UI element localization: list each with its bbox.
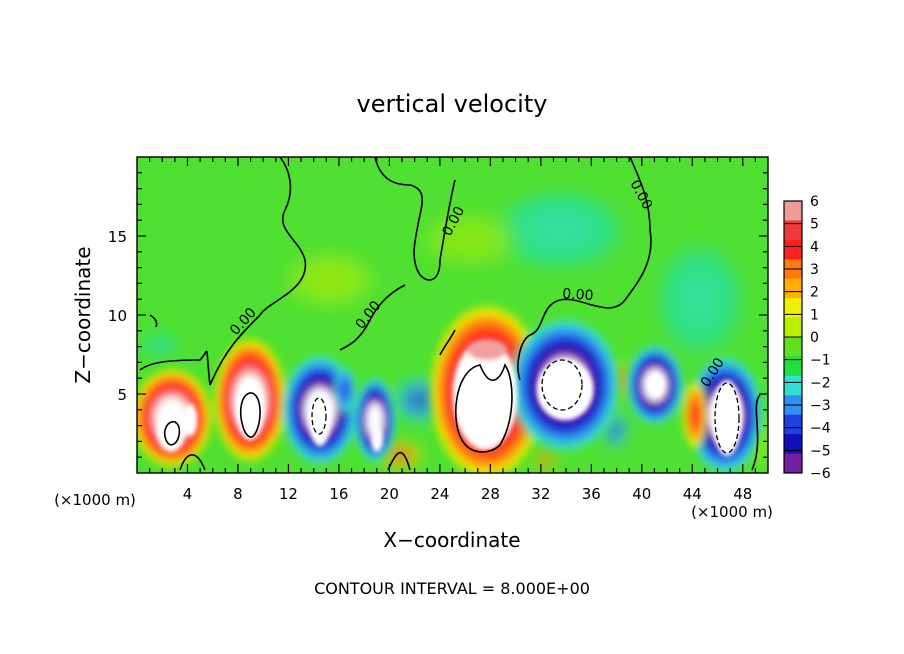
updraft-contour-x27	[455, 363, 513, 453]
velocity-cells	[137, 300, 765, 473]
colorbar-swatch	[784, 317, 802, 338]
colorbar-swatch	[784, 356, 802, 377]
heatmap-field	[137, 157, 768, 473]
chart-title: vertical velocity	[357, 90, 548, 118]
colorbar-swatch	[784, 375, 802, 396]
colorbar-tick-label: 1	[810, 307, 819, 323]
x-tick-label: 40	[632, 485, 651, 503]
colorbar-swatch	[784, 239, 802, 260]
x-tick-label: 28	[481, 485, 500, 503]
x-tick-label: 24	[430, 485, 449, 503]
x-tick-label: 36	[582, 485, 601, 503]
colorbar-tick-label: 5	[810, 217, 819, 233]
x-tick-label: 12	[279, 485, 298, 503]
contour-label: 0.00	[562, 286, 594, 304]
colorbar-swatch	[784, 278, 802, 299]
y-tick-label: 10	[108, 307, 127, 325]
colorbar-swatch	[784, 220, 802, 241]
colorbar-tick-label: 3	[810, 262, 819, 278]
colorbar-tick-label: 4	[810, 239, 819, 255]
updraft-contour-x9	[240, 392, 261, 438]
x-axis: 4 8 12 16 20 24 28 32 36 40 44 48	[149, 157, 756, 503]
x-unit-left: (×1000 m)	[54, 491, 136, 509]
y-tick-label: 5	[117, 386, 127, 404]
colorbar-tick-label: −1	[810, 353, 831, 369]
colorbar-swatch	[784, 453, 802, 474]
colorbar-tick-label: 6	[810, 194, 819, 210]
colorbar: 6 5 4 3 2 1 0 −1 −2 −3 −4 −5 −6	[783, 194, 831, 482]
cell-cores	[157, 340, 742, 456]
colorbar-swatch	[784, 414, 802, 435]
contour-interval-note: CONTOUR INTERVAL = 8.000E+00	[314, 579, 590, 598]
colorbar-swatch	[784, 201, 802, 221]
x-tick-label: 44	[683, 485, 702, 503]
colorbar-swatch	[784, 434, 802, 455]
updraft-contour-x3	[163, 420, 181, 446]
x-tick-label: 32	[531, 485, 550, 503]
colorbar-tick-label: −5	[810, 443, 831, 459]
x-tick-label: 16	[329, 485, 348, 503]
colorbar-tick-label: −6	[810, 466, 831, 482]
x-axis-label: X−coordinate	[383, 528, 520, 552]
colorbar-swatch	[784, 298, 802, 319]
y-axis-label: Z−coordinate	[71, 246, 95, 383]
colorbar-tick-label: −4	[810, 421, 831, 437]
y-tick-label: 15	[108, 228, 127, 246]
x-tick-label: 8	[233, 485, 243, 503]
colorbar-tick-label: 2	[810, 285, 819, 301]
x-unit-right: (×1000 m)	[691, 503, 773, 521]
y-axis: 5 10 15	[108, 172, 768, 458]
x-tick-label: 48	[733, 485, 752, 503]
x-tick-label: 20	[380, 485, 399, 503]
colorbar-tick-label: −2	[810, 375, 831, 391]
colorbar-tick-label: 0	[810, 330, 819, 346]
downdraft-cell-x19	[353, 375, 397, 465]
contour-lines	[139, 157, 761, 471]
downdraft-contour-x46	[714, 382, 740, 454]
downdraft-contour-x14	[311, 397, 327, 435]
colorbar-tick-label: −3	[810, 398, 831, 414]
x-tick-label: 4	[183, 485, 193, 503]
downdraft-contour-x33	[541, 359, 583, 411]
colorbar-swatch	[784, 337, 802, 357]
zero-contour	[139, 157, 761, 471]
